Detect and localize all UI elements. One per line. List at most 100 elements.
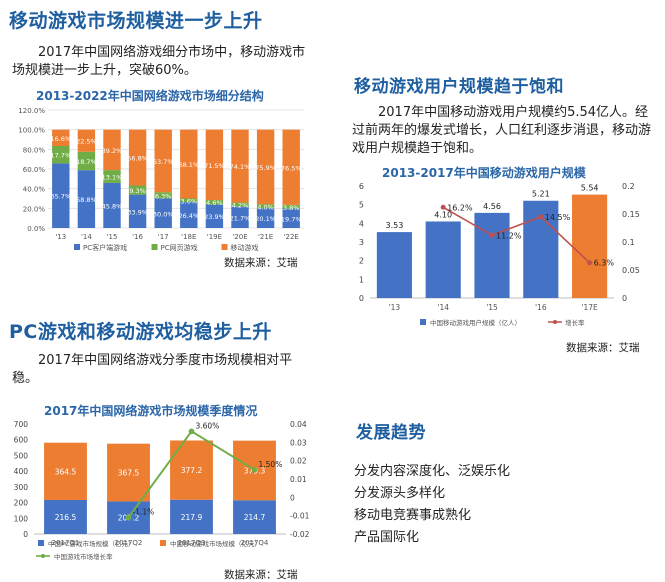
bar-segment (282, 204, 300, 209)
y-left-tick-label: 500 (14, 451, 29, 460)
y-left-tick-label: 3 (359, 238, 364, 247)
bar-segment (205, 204, 224, 228)
x-tick-label: '21E (258, 233, 273, 241)
x-tick-label: '22E (284, 233, 299, 241)
legend-point (553, 320, 557, 324)
data-label: 1.50% (259, 460, 283, 469)
legend-label: 中国移动游戏用户规模（亿人） (430, 318, 521, 327)
section-heading-trends: 发展趋势 (356, 423, 426, 443)
data-label: 33.9% (127, 208, 148, 216)
y-right-tick-label: 0.02 (290, 457, 307, 466)
bar-segment (205, 129, 224, 200)
section-heading-mobile-users: 移动游戏用户规模趋于饱和 (354, 77, 564, 97)
section-paragraph-pc-mobile: 2017年中国网络游戏分季度市场规模相对平稳。 (12, 353, 293, 386)
legend-label: PC网页游戏 (161, 243, 198, 252)
data-label: 5.21 (532, 190, 550, 199)
trend-item: 产品国际化 (354, 530, 420, 545)
trend-item: 分发源头多样化 (354, 486, 446, 501)
y-left-tick-label: 5 (359, 201, 364, 210)
trend-item: 分发内容深度化、泛娱乐化 (354, 464, 511, 479)
data-label: 5.54 (581, 184, 599, 193)
y-tick-label: 0.0% (27, 225, 45, 233)
bar-segment (128, 129, 147, 186)
legend-swatch (420, 319, 426, 325)
legend-label: 中国游戏市场增长率 (54, 552, 113, 561)
line-point (440, 204, 446, 210)
bar-segment (256, 208, 275, 228)
y-right-tick-label: 0.15 (622, 210, 640, 219)
data-label: 58.8% (76, 196, 97, 204)
bar-segment (180, 129, 198, 199)
x-tick-label: '16 (132, 233, 143, 241)
data-label: 22.5% (76, 138, 97, 146)
growth-line (442, 206, 591, 264)
data-source: 数据来源：艾瑞 (224, 257, 298, 269)
bar-segment (154, 198, 172, 228)
y-tick-label: 40.0% (23, 186, 46, 194)
data-label: 30.0% (153, 210, 174, 218)
y-tick-label: 120.0% (18, 107, 45, 115)
x-tick-label: 2017Q2 (115, 539, 143, 547)
x-tick-label: '17E (581, 303, 598, 312)
legend-label: 增长率 (565, 318, 585, 327)
bar (425, 221, 461, 298)
data-source: 数据来源：艾瑞 (566, 342, 640, 354)
data-label: 367.5 (118, 469, 140, 478)
y-right-tick-label: 0.2 (622, 182, 635, 191)
x-tick-label: '20E (232, 233, 247, 241)
data-source: 数据来源：艾瑞 (224, 569, 298, 581)
bar-segment (233, 500, 276, 534)
x-tick-label: '14 (81, 233, 92, 241)
bar-segment (180, 198, 198, 203)
y-right-tick-label: 0.01 (290, 475, 307, 484)
line-point (587, 260, 593, 266)
bar-segment (128, 185, 147, 195)
line-point (489, 232, 495, 238)
y-right-tick-label: 0 (622, 294, 627, 303)
bar-segment (44, 499, 87, 534)
data-label: 16.6% (50, 135, 71, 143)
x-tick-label: '13 (55, 233, 66, 241)
bar (376, 232, 412, 298)
chart-panel-quarterly: 2017年中国网络游戏市场规模季度情况 0 100 200 300 400 500 600 7… (10, 396, 312, 581)
data-label: 14.5% (545, 213, 571, 222)
y-left-tick-label: 400 (14, 467, 29, 476)
data-label: 217.9 (181, 513, 203, 522)
bar-segment (107, 443, 150, 502)
line-point (125, 514, 132, 521)
y-right-tick-label: -0.02 (290, 530, 310, 539)
data-label: 216.5 (55, 513, 77, 522)
data-label: 6.3% (155, 192, 172, 200)
x-tick-label: '15 (107, 233, 118, 241)
mobile-users-chart: 0 1 2 3 4 5 6 0 0.05 0.1 0.15 0.2 3.53 '13 4.10 '14 4.56… (359, 182, 640, 327)
y-right-tick-label: 0.05 (622, 266, 640, 275)
data-label: 11.2% (496, 231, 522, 240)
bar-segment (77, 151, 96, 171)
data-label: -1.1% (133, 508, 155, 517)
data-label: 45.8% (102, 202, 123, 210)
y-left-tick-label: 1 (359, 275, 364, 284)
bar-segment (256, 129, 275, 205)
data-label: 26.4% (178, 212, 199, 220)
data-label: 56.8% (127, 155, 148, 163)
data-label: 17.7% (50, 152, 71, 160)
x-tick-label: '15 (486, 303, 498, 312)
bar-segment (231, 206, 249, 228)
data-label: 3.6% (181, 197, 198, 205)
x-tick-label: '14 (437, 303, 449, 312)
y-tick-label: 60.0% (23, 166, 46, 174)
data-label: 65.7% (50, 193, 71, 201)
x-tick-label: 2017Q4 (241, 539, 269, 547)
y-right-tick-label: 0.04 (290, 420, 307, 429)
y-right-tick-label: 0.1 (622, 238, 635, 247)
section-heading-mobile-market: 移动游戏市场规模进一步上升 (9, 10, 263, 32)
market-structure-chart: 0.0% 20.0% 40.0% 60.0% 80.0% 100.0% 120.0% 65.7… (18, 107, 304, 252)
x-tick-label: '18E (181, 233, 196, 241)
bar-segment (282, 208, 300, 228)
bar-segment (52, 145, 70, 164)
legend-swatch (38, 540, 44, 546)
bar-segment (231, 129, 249, 203)
line-point (538, 214, 544, 220)
x-tick-label: '19E (207, 233, 222, 241)
x-tick-label: 2017Q1 (52, 539, 80, 547)
